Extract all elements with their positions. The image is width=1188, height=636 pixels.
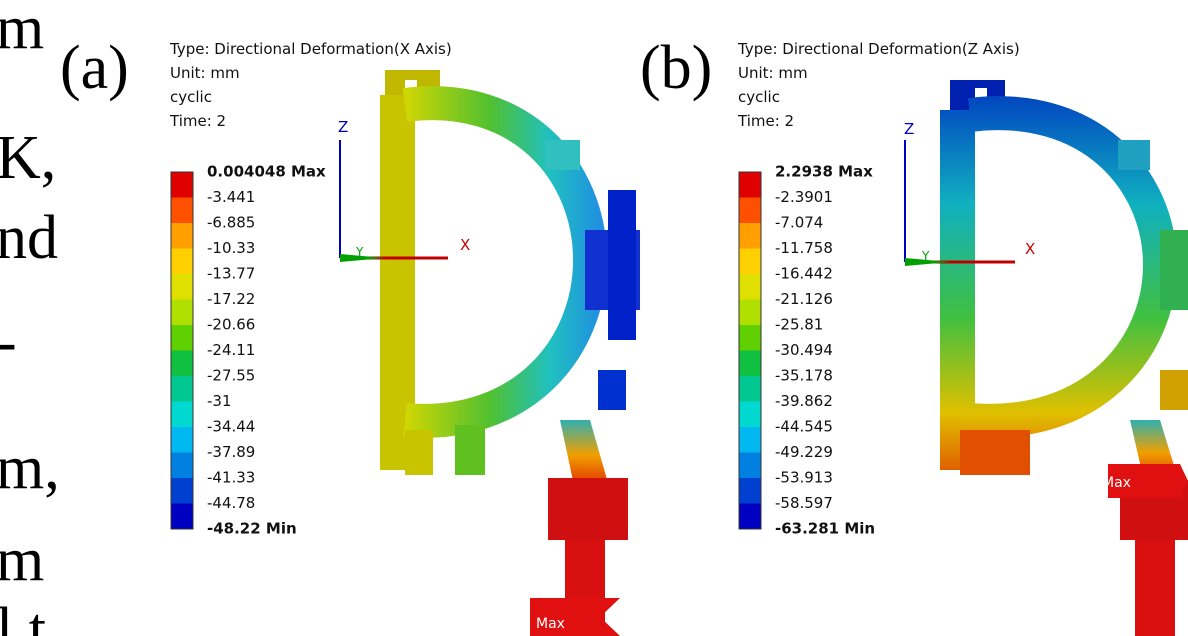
- axis-z: Z: [338, 118, 348, 136]
- body-text: nd: [0, 204, 58, 272]
- legend-swatch: [171, 478, 193, 504]
- legend-label: -20.66: [207, 316, 255, 334]
- legend-swatch: [739, 198, 761, 224]
- legend-label: -10.33: [207, 239, 255, 257]
- legend-label: -34.44: [207, 418, 255, 436]
- legend-swatch: [739, 274, 761, 300]
- legend-swatch: [171, 453, 193, 479]
- legend-label: -16.442: [775, 265, 833, 283]
- legend-label: -3.441: [207, 188, 255, 206]
- info-line: Time: 2: [169, 112, 226, 130]
- legend-label: -63.281 Min: [775, 520, 875, 538]
- legend-swatch: [171, 300, 193, 326]
- legend-swatch: [171, 427, 193, 453]
- info-line: Unit: mm: [738, 64, 808, 82]
- info-line: Time: 2: [737, 112, 794, 130]
- model-b: [905, 80, 1188, 636]
- legend-label: 0.004048 Max: [207, 163, 326, 181]
- legend-label: -37.89: [207, 443, 255, 461]
- panel-label: (b): [640, 34, 712, 102]
- legend-swatch: [739, 300, 761, 326]
- legend-label: -31: [207, 392, 232, 410]
- legend-label: -39.862: [775, 392, 833, 410]
- legend-label: -44.545: [775, 418, 833, 436]
- legend-swatch: [739, 376, 761, 402]
- legend-swatch: [739, 478, 761, 504]
- legend-label: -41.33: [207, 469, 255, 487]
- legend-swatch: [739, 249, 761, 275]
- legend-swatch: [171, 249, 193, 275]
- legend-label: -13.77: [207, 265, 255, 283]
- body-text: l t: [0, 596, 46, 636]
- legend-label: -48.22 Min: [207, 520, 297, 538]
- legend-swatch: [171, 351, 193, 377]
- legend-swatch: [739, 223, 761, 249]
- legend-swatch: [739, 427, 761, 453]
- legend-swatch: [171, 325, 193, 351]
- info-line: Unit: mm: [170, 64, 240, 82]
- legend-swatch: [171, 274, 193, 300]
- legend-swatch: [171, 402, 193, 428]
- legend-swatch: [739, 351, 761, 377]
- body-text: -: [0, 308, 17, 376]
- legend-swatch: [739, 453, 761, 479]
- legend-label: -7.074: [775, 214, 823, 232]
- legend-label: -11.758: [775, 239, 833, 257]
- legend-swatch: [171, 198, 193, 224]
- legend-label: 2.2938 Max: [775, 163, 873, 181]
- max-tag: Max: [536, 616, 565, 632]
- legend-label: -24.11: [207, 341, 255, 359]
- legend-label: -35.178: [775, 367, 833, 385]
- body-text: m: [0, 0, 44, 62]
- legend-label: -49.229: [775, 443, 833, 461]
- legend-label: -53.913: [775, 469, 833, 487]
- legend-label: -25.81: [775, 316, 823, 334]
- legend-swatch: [171, 376, 193, 402]
- legend-swatch: [739, 504, 761, 530]
- axis-z: Z: [904, 120, 914, 138]
- legend-swatch: [739, 402, 761, 428]
- legend-label: -27.55: [207, 367, 255, 385]
- body-text: m: [0, 526, 44, 594]
- axis-y: Y: [355, 245, 364, 259]
- legend-label: -30.494: [775, 341, 833, 359]
- legend-swatch: [171, 223, 193, 249]
- info-line: cyclic: [738, 88, 780, 106]
- axis-x: X: [1025, 240, 1035, 258]
- axis-y: Y: [921, 249, 930, 263]
- legend-label: -2.3901: [775, 188, 833, 206]
- info-line: Type: Directional Deformation(X Axis): [169, 40, 452, 58]
- page: {"body_text": ["m", "K,", "nd", "-", "m,…: [0, 0, 1188, 636]
- legend-swatch: [171, 504, 193, 530]
- model-a: [340, 70, 640, 636]
- legend-swatch: [739, 172, 761, 198]
- axis-x: X: [460, 236, 470, 254]
- info-line: Type: Directional Deformation(Z Axis): [737, 40, 1020, 58]
- legend-label: -6.885: [207, 214, 255, 232]
- legend-label: -44.78: [207, 494, 255, 512]
- figure: mK,nd-m,ml t(a)Type: Directional Deforma…: [0, 0, 1188, 636]
- legend-swatch: [739, 325, 761, 351]
- legend-label: -21.126: [775, 290, 833, 308]
- legend-label: -58.597: [775, 494, 833, 512]
- legend-swatch: [171, 172, 193, 198]
- legend-label: -17.22: [207, 290, 255, 308]
- max-tag: Max: [1102, 475, 1131, 491]
- info-line: cyclic: [170, 88, 212, 106]
- body-text: m,: [0, 434, 60, 502]
- body-text: K,: [0, 124, 56, 192]
- panel-label: (a): [60, 34, 129, 102]
